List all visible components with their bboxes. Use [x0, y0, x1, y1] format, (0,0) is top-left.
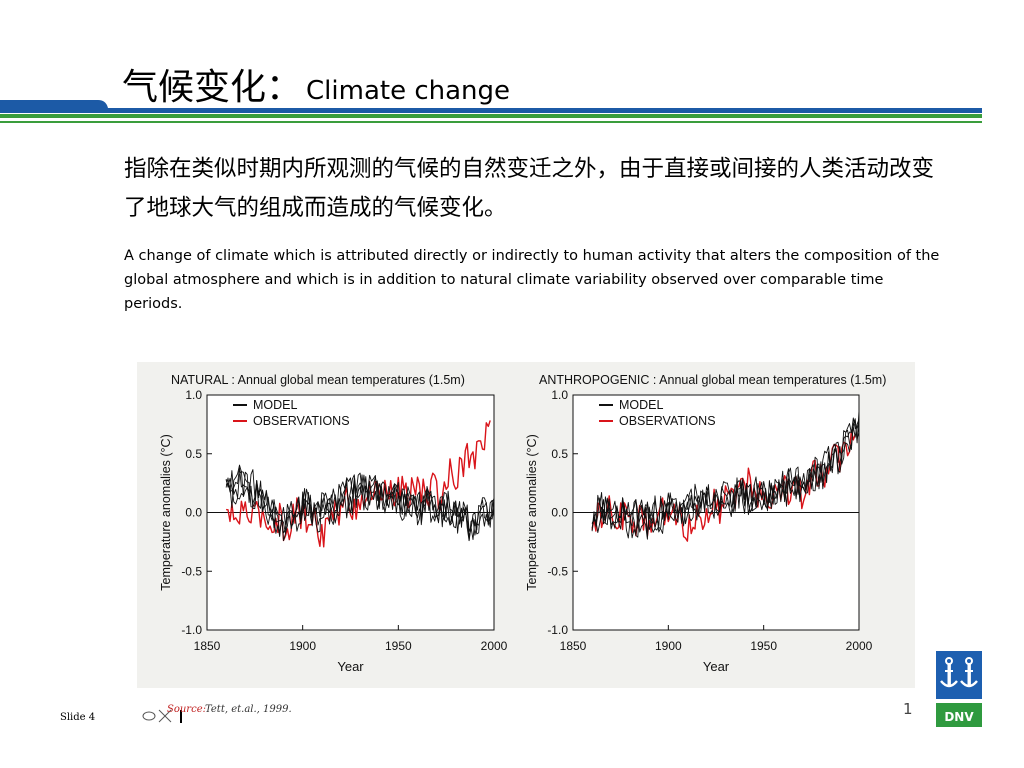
- x-tick-label: 2000: [481, 639, 508, 653]
- definition-en: A change of climate which is attributed …: [124, 248, 940, 312]
- temperature-figure: NATURAL : Annual global mean temperature…: [137, 362, 915, 688]
- legend-label: MODEL: [253, 398, 298, 412]
- x-tick-label: 2000: [846, 639, 873, 653]
- x-tick-label: 1900: [655, 639, 682, 653]
- x-axis-label: Year: [337, 659, 364, 674]
- dnv-anchor-icon: [940, 657, 978, 688]
- legend-label: MODEL: [619, 398, 664, 412]
- source-text: Tett, et.al., 1999.: [205, 704, 292, 715]
- definition-zh: 指除在类似时期内所观测的气候的自然变迁之外，由于直接或间接的人类活动改变了地球大…: [124, 156, 935, 221]
- blue-band: [0, 100, 982, 113]
- dnv-logo: DNV: [936, 651, 982, 727]
- model-line: [591, 417, 860, 538]
- x-tick-label: 1950: [385, 639, 412, 653]
- dnv-logo-text: DNV: [944, 710, 974, 724]
- legend-label: OBSERVATIONS: [619, 414, 716, 428]
- y-tick-label: 1.0: [185, 388, 202, 402]
- green-band-thin: [0, 121, 982, 123]
- x-tick-label: 1850: [194, 639, 221, 653]
- observations-line: [226, 420, 491, 548]
- slide-number: Slide 4: [60, 712, 96, 723]
- slide-title-zh: 气候变化：: [122, 67, 303, 108]
- model-line: [225, 464, 495, 537]
- y-tick-label: 0.0: [551, 506, 568, 520]
- y-tick-label: 1.0: [551, 388, 568, 402]
- x-tick-label: 1950: [750, 639, 777, 653]
- page-glyph: 1: [903, 700, 913, 718]
- y-tick-label: -0.5: [547, 564, 568, 578]
- model-line: [225, 467, 495, 541]
- model-line: [591, 419, 860, 540]
- model-line: [591, 420, 860, 539]
- chart-panel-natural: NATURAL : Annual global mean temperature…: [159, 373, 508, 674]
- green-band: [0, 114, 982, 118]
- slide-title-en: Climate change: [306, 76, 511, 106]
- y-tick-label: 0.0: [185, 506, 202, 520]
- y-tick-label: -0.5: [181, 564, 202, 578]
- x-axis-label: Year: [703, 659, 730, 674]
- y-axis-label: Temperature anomalies (°C): [159, 434, 173, 590]
- chart-title: ANTHROPOGENIC : Annual global mean tempe…: [539, 373, 886, 387]
- source-logo-icon: [142, 709, 182, 723]
- slide-title: 气候变化： Climate change: [122, 58, 510, 110]
- chart-title: NATURAL : Annual global mean temperature…: [171, 373, 465, 387]
- y-tick-label: -1.0: [181, 623, 202, 637]
- chart-panel-anthropogenic: ANTHROPOGENIC : Annual global mean tempe…: [525, 373, 886, 674]
- source-citation: Source: Tett, et.al., 1999.: [137, 692, 320, 724]
- x-tick-label: 1900: [289, 639, 316, 653]
- y-tick-label: 0.5: [551, 447, 568, 461]
- y-tick-label: 0.5: [185, 447, 202, 461]
- x-tick-label: 1850: [560, 639, 587, 653]
- legend-label: OBSERVATIONS: [253, 414, 350, 428]
- source-label: Source:: [167, 704, 206, 715]
- y-tick-label: -1.0: [547, 623, 568, 637]
- model-line: [225, 469, 495, 542]
- model-line: [591, 410, 860, 539]
- header-bands: [0, 100, 982, 123]
- y-axis-label: Temperature anomalies (°C): [525, 434, 539, 590]
